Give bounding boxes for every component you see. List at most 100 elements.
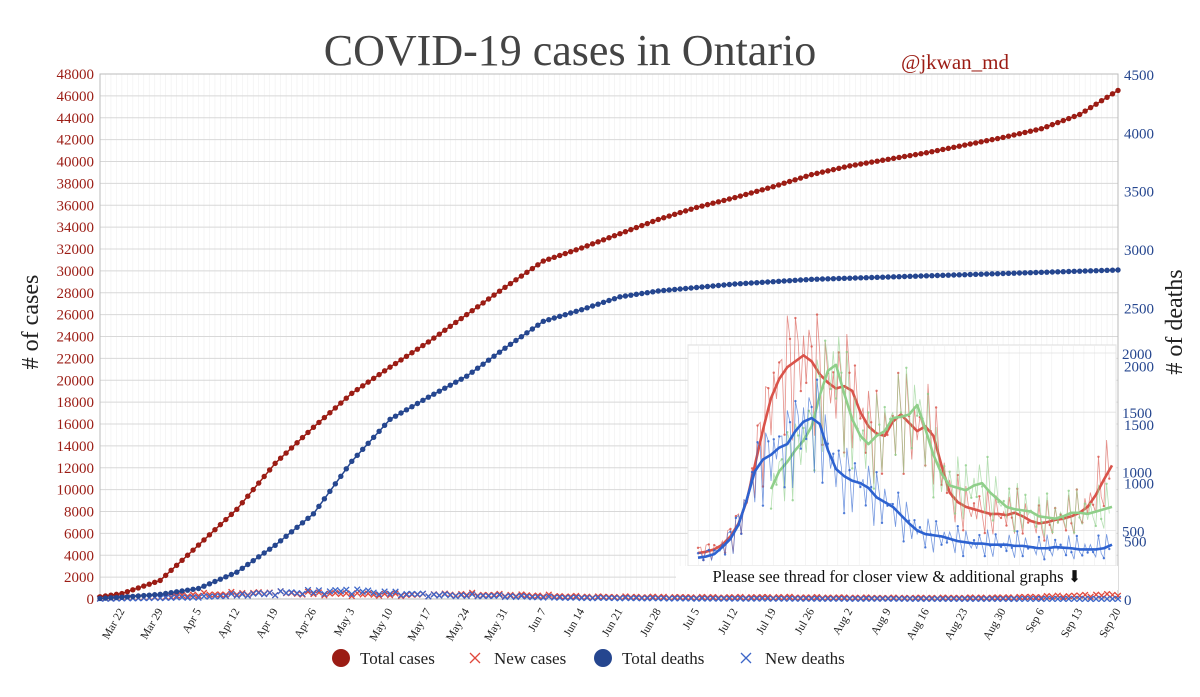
point-total-cases — [885, 156, 891, 163]
point-total-cases — [682, 208, 689, 214]
point-new-deaths — [1060, 595, 1067, 603]
inset-point-red — [815, 313, 819, 316]
point-total-deaths — [972, 271, 979, 278]
inset-point-blue — [750, 470, 754, 474]
inset-point-green — [1062, 517, 1065, 520]
point-new-cases — [348, 592, 356, 600]
plot-frame — [99, 73, 1119, 600]
point-new-cases — [698, 593, 706, 601]
point-new-cases — [627, 593, 635, 601]
point-total-cases — [179, 557, 185, 563]
point-new-deaths — [786, 595, 793, 602]
point-total-cases — [1033, 127, 1039, 133]
point-new-deaths — [211, 593, 219, 600]
point-total-deaths — [693, 284, 700, 291]
point-total-deaths — [989, 271, 995, 277]
point-new-deaths — [233, 592, 241, 599]
y-tick-label-deaths: 0 — [1124, 593, 1132, 609]
point-total-deaths — [759, 279, 765, 286]
point-total-cases — [442, 327, 448, 333]
point-new-deaths — [310, 589, 317, 597]
point-total-cases — [245, 493, 251, 499]
point-new-cases — [359, 591, 366, 598]
point-total-deaths — [622, 293, 629, 299]
inset-point-green — [899, 411, 903, 414]
point-total-cases — [606, 235, 612, 241]
point-new-deaths — [665, 595, 673, 602]
point-total-deaths — [305, 515, 311, 522]
point-total-deaths — [786, 277, 793, 284]
point-total-deaths — [732, 281, 738, 287]
point-new-cases — [682, 593, 689, 601]
point-total-cases — [223, 516, 229, 523]
point-total-cases — [677, 209, 683, 216]
inset-point-red — [713, 543, 716, 547]
point-total-cases — [551, 254, 557, 260]
point-total-cases — [557, 252, 563, 259]
point-total-deaths — [513, 337, 519, 344]
inset-point-blue — [1075, 534, 1079, 538]
inset-point-green — [1051, 530, 1054, 534]
point-new-cases — [988, 594, 996, 601]
point-new-deaths — [873, 595, 881, 603]
point-total-cases — [294, 440, 300, 446]
point-new-deaths — [983, 595, 990, 603]
point-new-cases — [1027, 593, 1034, 600]
point-total-deaths — [546, 316, 552, 323]
point-new-deaths — [490, 592, 498, 600]
point-new-deaths — [353, 586, 361, 593]
point-new-deaths — [239, 590, 246, 598]
point-total-deaths — [294, 524, 300, 531]
point-new-deaths — [561, 594, 569, 602]
point-new-deaths — [512, 593, 520, 601]
point-new-deaths — [217, 592, 224, 600]
point-total-deaths — [162, 590, 169, 597]
point-total-deaths — [726, 281, 733, 288]
point-new-deaths — [195, 594, 202, 601]
point-total-cases — [994, 135, 1001, 142]
point-total-cases — [578, 245, 585, 251]
point-total-cases — [1115, 87, 1121, 94]
point-new-deaths — [917, 595, 925, 603]
point-total-deaths — [830, 275, 837, 282]
point-total-deaths — [288, 529, 295, 535]
point-total-cases — [907, 152, 913, 159]
inset-point-green — [851, 467, 854, 470]
point-total-deaths — [420, 397, 426, 404]
point-new-cases — [195, 592, 202, 600]
point-new-deaths — [567, 594, 574, 601]
point-total-cases — [409, 350, 415, 356]
point-new-deaths — [999, 595, 1007, 603]
point-total-cases — [1005, 133, 1012, 139]
point-new-deaths — [742, 595, 750, 603]
x-tick-label: May 10 — [368, 606, 396, 643]
point-new-deaths — [1021, 595, 1029, 603]
point-total-deaths — [633, 291, 640, 298]
inset-point-red — [902, 472, 905, 476]
point-total-cases — [1016, 130, 1023, 137]
point-total-deaths — [387, 416, 393, 423]
chart-title: COVID-19 cases in Ontario — [324, 26, 816, 75]
point-new-deaths — [244, 592, 252, 599]
point-new-cases — [939, 594, 947, 601]
point-total-deaths — [879, 274, 886, 280]
point-new-deaths — [912, 595, 919, 603]
inset-point-green — [867, 411, 870, 414]
point-total-cases — [743, 191, 749, 198]
inset-point-blue — [1016, 530, 1019, 533]
point-total-cases — [277, 455, 284, 461]
point-total-deaths — [628, 292, 634, 298]
point-total-cases — [310, 424, 317, 430]
point-new-deaths — [1103, 595, 1111, 603]
point-total-deaths — [480, 361, 486, 367]
point-new-cases — [211, 591, 219, 598]
inset-caption-bg — [676, 566, 1118, 590]
point-total-deaths — [595, 301, 601, 307]
point-total-deaths — [228, 571, 235, 578]
inset-point-green — [926, 392, 930, 396]
point-total-cases — [524, 269, 530, 275]
point-total-cases — [644, 220, 651, 227]
point-new-cases — [381, 590, 388, 598]
point-total-deaths — [770, 278, 776, 285]
point-total-cases — [732, 194, 738, 201]
